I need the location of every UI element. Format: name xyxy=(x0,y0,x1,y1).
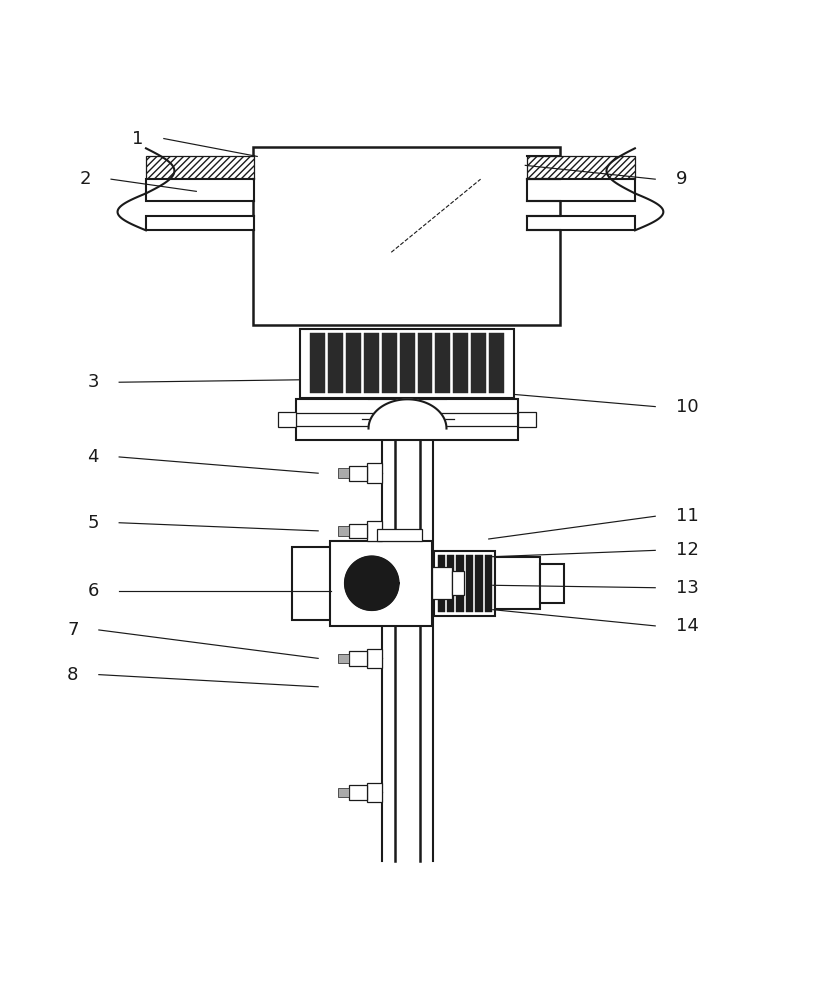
Bar xyxy=(381,333,397,393)
Polygon shape xyxy=(368,399,447,429)
Bar xyxy=(434,551,496,616)
Bar xyxy=(146,156,254,179)
Bar xyxy=(432,567,452,599)
Bar xyxy=(337,788,349,797)
Text: 11: 11 xyxy=(676,507,698,525)
Text: 7: 7 xyxy=(67,621,78,639)
Text: 9: 9 xyxy=(676,170,687,188)
Bar xyxy=(337,654,349,663)
Bar xyxy=(349,785,367,800)
Text: 8: 8 xyxy=(67,666,78,684)
Text: 12: 12 xyxy=(676,541,698,559)
Bar xyxy=(447,555,454,612)
Bar xyxy=(367,521,381,541)
Bar xyxy=(349,466,367,481)
Bar xyxy=(438,555,445,612)
Bar xyxy=(540,564,564,603)
Bar xyxy=(253,147,560,325)
Bar xyxy=(452,571,465,595)
Bar xyxy=(296,399,518,440)
Text: 14: 14 xyxy=(676,617,698,635)
Bar xyxy=(362,399,454,438)
Bar xyxy=(310,333,325,393)
Bar xyxy=(496,557,540,609)
Bar xyxy=(453,333,469,393)
Bar xyxy=(526,216,635,230)
Text: 3: 3 xyxy=(87,373,99,391)
Bar xyxy=(349,524,367,538)
Bar xyxy=(377,529,421,541)
Bar xyxy=(292,547,331,620)
Text: 5: 5 xyxy=(87,514,99,532)
Bar xyxy=(456,555,464,612)
Bar xyxy=(337,526,349,536)
Bar xyxy=(279,412,296,427)
Text: 4: 4 xyxy=(87,448,99,466)
Bar xyxy=(475,555,482,612)
Bar xyxy=(435,333,451,393)
Bar xyxy=(417,333,433,393)
Text: 13: 13 xyxy=(676,579,698,597)
Text: 10: 10 xyxy=(676,398,698,416)
Bar xyxy=(367,463,381,483)
Bar xyxy=(367,649,381,668)
Bar xyxy=(328,333,343,393)
Bar xyxy=(300,329,514,398)
Polygon shape xyxy=(345,556,399,610)
Text: 6: 6 xyxy=(87,582,99,600)
Bar xyxy=(346,333,361,393)
Bar xyxy=(471,333,487,393)
Bar xyxy=(518,412,535,427)
Bar xyxy=(526,156,635,179)
Bar xyxy=(489,333,504,393)
Bar xyxy=(363,333,379,393)
Bar xyxy=(367,783,381,802)
Bar xyxy=(526,179,635,201)
Bar xyxy=(399,333,415,393)
Text: 1: 1 xyxy=(132,130,143,148)
Bar xyxy=(466,555,473,612)
Bar xyxy=(337,468,349,478)
Bar xyxy=(146,216,254,230)
Text: 2: 2 xyxy=(79,170,90,188)
Bar xyxy=(146,179,254,201)
Bar xyxy=(485,555,492,612)
Bar xyxy=(349,651,367,666)
Bar xyxy=(330,541,432,626)
